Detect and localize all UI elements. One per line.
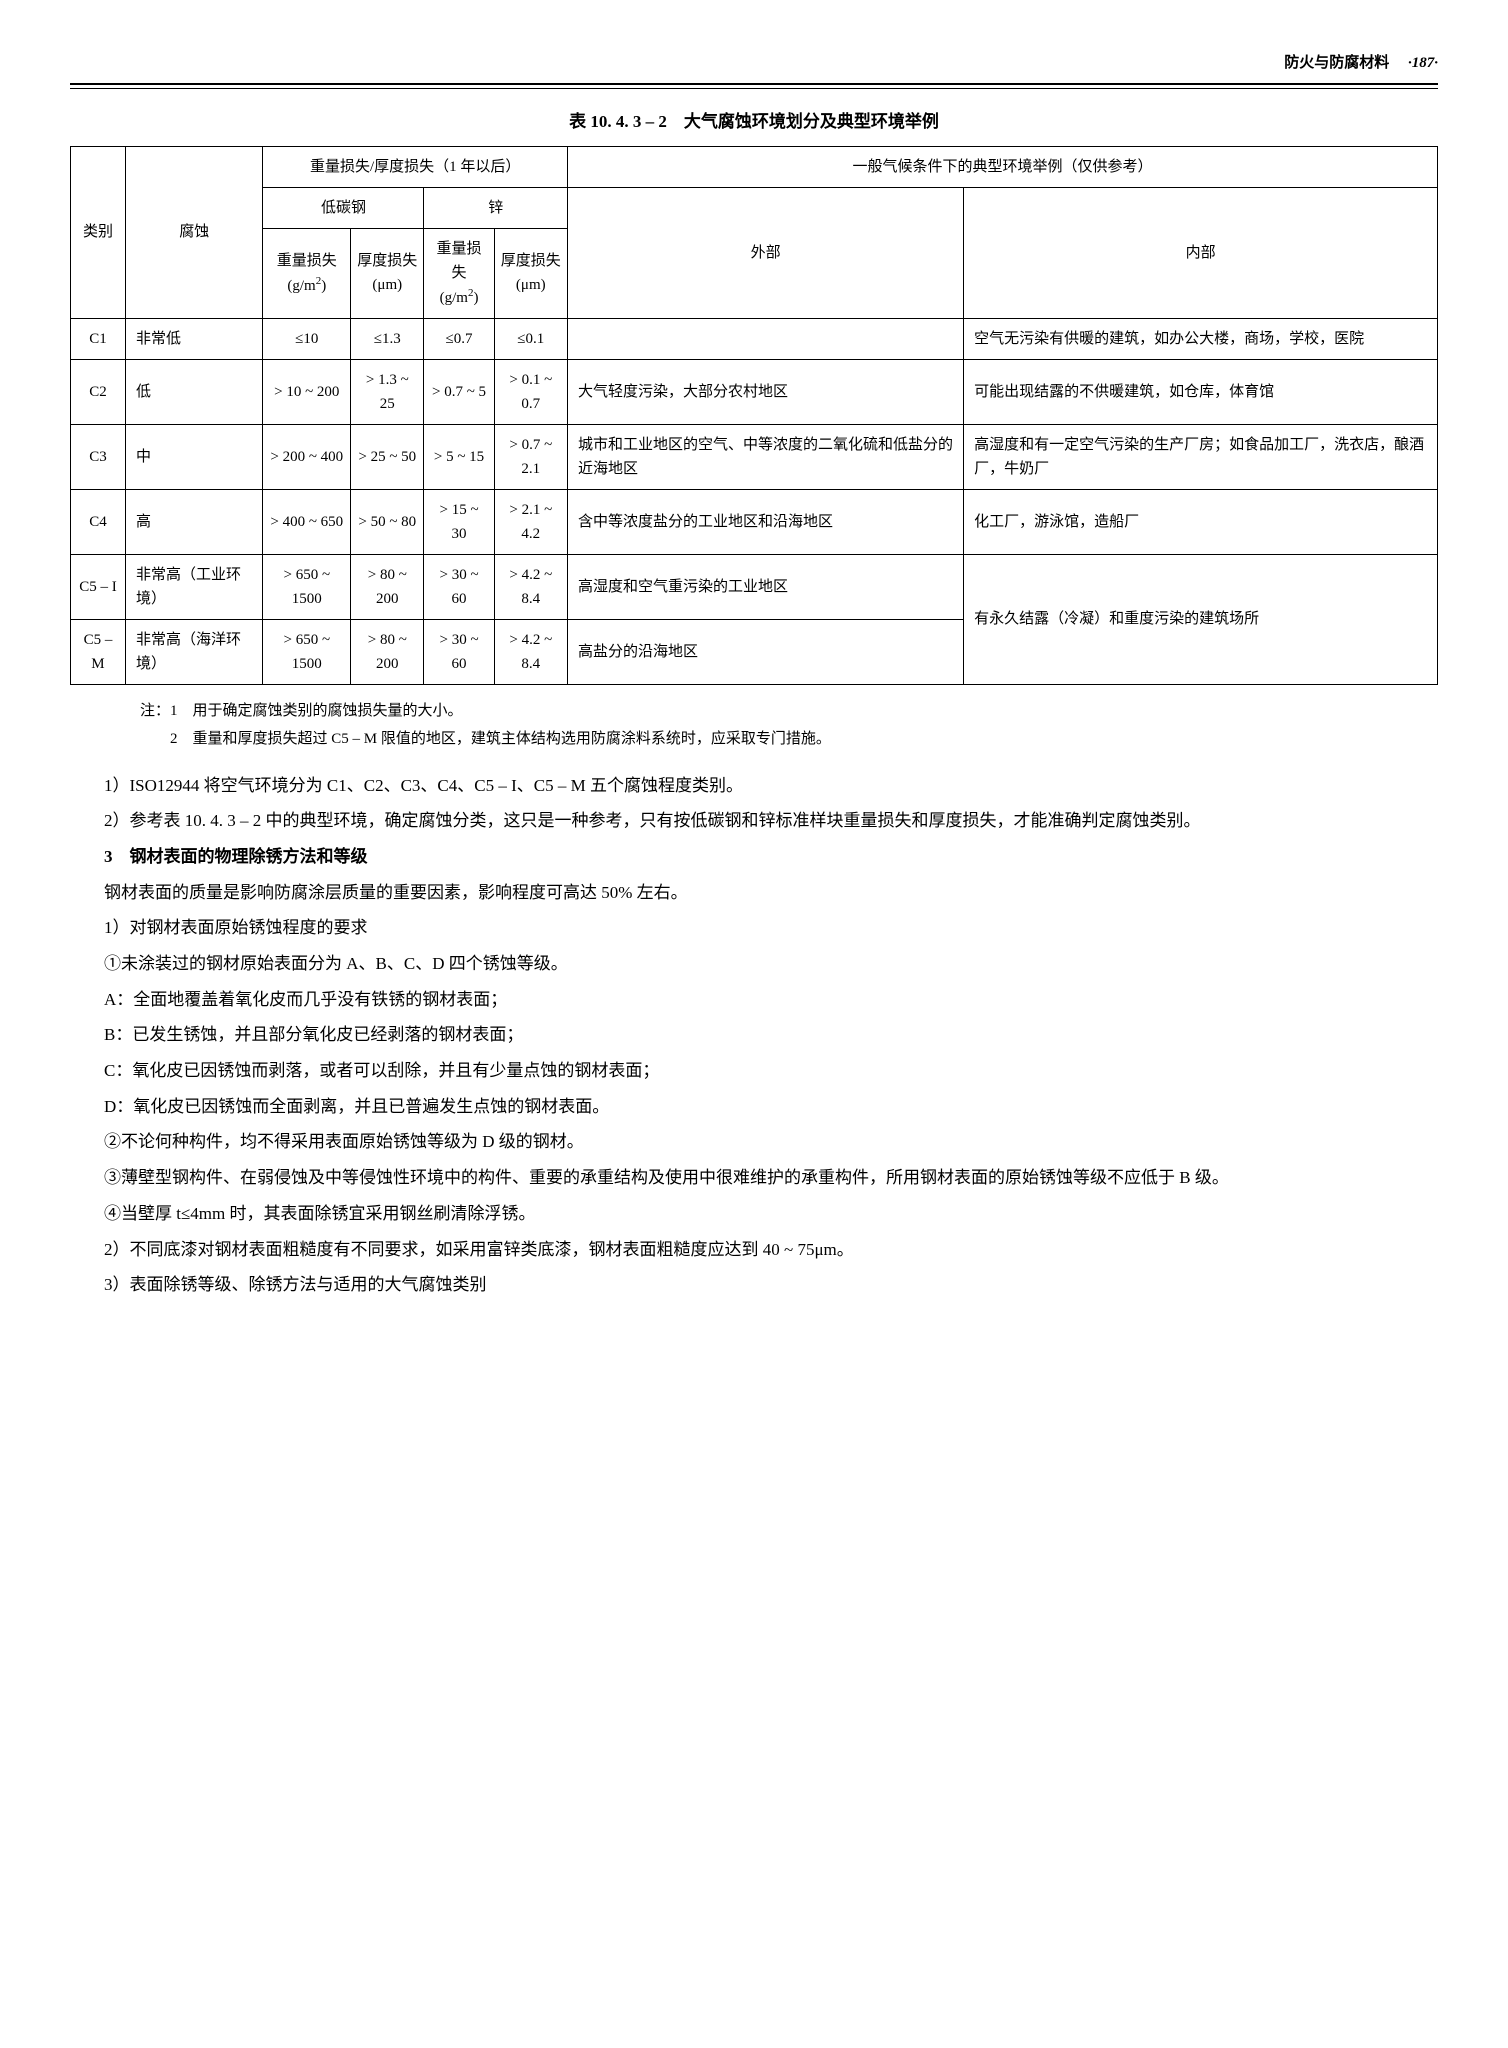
para: 1）ISO12944 将空气环境分为 C1、C2、C3、C4、C5 – I、C5… [70, 768, 1438, 804]
col-category: 类别 [71, 146, 126, 318]
table-row: C5 – I非常高（工业环境）> 650 ~ 1500> 80 ~ 200> 3… [71, 554, 1438, 619]
para: ①未涂装过的钢材原始表面分为 A、B、C、D 四个锈蚀等级。 [70, 946, 1438, 982]
corrosion-table: 类别 腐蚀 重量损失/厚度损失（1 年以后） 一般气候条件下的典型环境举例（仅供… [70, 146, 1438, 685]
para: ③薄壁型钢构件、在弱侵蚀及中等侵蚀性环境中的构件、重要的承重结构及使用中很难维护… [70, 1160, 1438, 1196]
cell: > 200 ~ 400 [263, 424, 351, 489]
hdr-mass1: 重量损失(g/m2) [263, 228, 351, 318]
cell: C4 [71, 489, 126, 554]
cell: C2 [71, 359, 126, 424]
cell: > 15 ~ 30 [424, 489, 494, 554]
cell: > 5 ~ 15 [424, 424, 494, 489]
cell: 非常低 [125, 318, 263, 359]
table-row: C2低> 10 ~ 200> 1.3 ~ 25> 0.7 ~ 5> 0.1 ~ … [71, 359, 1438, 424]
cell: > 0.7 ~ 5 [424, 359, 494, 424]
cell: C3 [71, 424, 126, 489]
para: ②不论何种构件，均不得采用表面原始锈蚀等级为 D 级的钢材。 [70, 1124, 1438, 1160]
para: B：已发生锈蚀，并且部分氧化皮已经剥落的钢材表面； [70, 1017, 1438, 1053]
section-title: 防火与防腐材料 [1284, 55, 1389, 71]
hdr-depth1: 厚度损失(μm) [351, 228, 424, 318]
cell-inside: 有永久结露（冷凝）和重度污染的建筑场所 [964, 554, 1438, 684]
cell: > 30 ~ 60 [424, 554, 494, 619]
cell: > 1.3 ~ 25 [351, 359, 424, 424]
table-notes: 注：1 用于确定腐蚀类别的腐蚀损失量的大小。 2 重量和厚度损失超过 C5 – … [140, 697, 1438, 754]
col-corrosion: 腐蚀 [125, 146, 263, 318]
cell: > 30 ~ 60 [424, 619, 494, 684]
cell: 低 [125, 359, 263, 424]
para: C：氧化皮已因锈蚀而剥落，或者可以刮除，并且有少量点蚀的钢材表面； [70, 1053, 1438, 1089]
cell: 非常高（海洋环境） [125, 619, 263, 684]
cell: > 400 ~ 650 [263, 489, 351, 554]
table-row: C3中> 200 ~ 400> 25 ~ 50> 5 ~ 15> 0.7 ~ 2… [71, 424, 1438, 489]
cell-inside: 可能出现结露的不供暖建筑，如仓库，体育馆 [964, 359, 1438, 424]
cell: ≤0.7 [424, 318, 494, 359]
para: 钢材表面的质量是影响防腐涂层质量的重要因素，影响程度可高达 50% 左右。 [70, 875, 1438, 911]
para: D：氧化皮已因锈蚀而全面剥离，并且已普遍发生点蚀的钢材表面。 [70, 1089, 1438, 1125]
cell-outside [567, 318, 963, 359]
cell: > 4.2 ~ 8.4 [494, 619, 567, 684]
cell-outside: 大气轻度污染，大部分农村地区 [567, 359, 963, 424]
col-zinc: 锌 [424, 187, 568, 228]
cell: C5 – I [71, 554, 126, 619]
cell: > 80 ~ 200 [351, 619, 424, 684]
cell: > 0.1 ~ 0.7 [494, 359, 567, 424]
cell: 高 [125, 489, 263, 554]
hdr-depth2: 厚度损失(μm) [494, 228, 567, 318]
rule-heavy [70, 83, 1438, 85]
cell: ≤0.1 [494, 318, 567, 359]
table-title: 表 10. 4. 3 – 2 大气腐蚀环境划分及典型环境举例 [70, 107, 1438, 138]
col-massloss: 重量损失/厚度损失（1 年以后） [263, 146, 568, 187]
cell: 非常高（工业环境） [125, 554, 263, 619]
cell-inside: 高湿度和有一定空气污染的生产厂房；如食品加工厂，洗衣店，酿酒厂，牛奶厂 [964, 424, 1438, 489]
col-outside: 外部 [567, 187, 963, 318]
para: ④当壁厚 t≤4mm 时，其表面除锈宜采用钢丝刷清除浮锈。 [70, 1196, 1438, 1232]
col-typical: 一般气候条件下的典型环境举例（仅供参考） [567, 146, 1437, 187]
heading: 3 钢材表面的物理除锈方法和等级 [70, 839, 1438, 875]
cell: 中 [125, 424, 263, 489]
cell-outside: 城市和工业地区的空气、中等浓度的二氧化硫和低盐分的近海地区 [567, 424, 963, 489]
cell-outside: 含中等浓度盐分的工业地区和沿海地区 [567, 489, 963, 554]
table-row: C1非常低≤10≤1.3≤0.7≤0.1 空气无污染有供暖的建筑，如办公大楼，商场… [71, 318, 1438, 359]
para: 2）不同底漆对钢材表面粗糙度有不同要求，如采用富锌类底漆，钢材表面粗糙度应达到 … [70, 1232, 1438, 1268]
col-lowcarbon: 低碳钢 [263, 187, 424, 228]
cell: > 25 ~ 50 [351, 424, 424, 489]
col-inside: 内部 [964, 187, 1438, 318]
hdr-mass2: 重量损失(g/m2) [424, 228, 494, 318]
cell: > 2.1 ~ 4.2 [494, 489, 567, 554]
cell: > 650 ~ 1500 [263, 619, 351, 684]
cell: > 4.2 ~ 8.4 [494, 554, 567, 619]
cell-inside: 化工厂，游泳馆，造船厂 [964, 489, 1438, 554]
page-header: 防火与防腐材料 ·187· [70, 50, 1438, 77]
cell: C5 – M [71, 619, 126, 684]
cell-outside: 高湿度和空气重污染的工业地区 [567, 554, 963, 619]
cell: > 650 ~ 1500 [263, 554, 351, 619]
cell: ≤1.3 [351, 318, 424, 359]
cell: > 80 ~ 200 [351, 554, 424, 619]
para: 1）对钢材表面原始锈蚀程度的要求 [70, 910, 1438, 946]
cell: > 10 ~ 200 [263, 359, 351, 424]
para: 3）表面除锈等级、除锈方法与适用的大气腐蚀类别 [70, 1267, 1438, 1303]
cell: > 0.7 ~ 2.1 [494, 424, 567, 489]
cell: ≤10 [263, 318, 351, 359]
cell-inside: 空气无污染有供暖的建筑，如办公大楼，商场，学校，医院 [964, 318, 1438, 359]
rule-light [70, 88, 1438, 89]
cell: > 50 ~ 80 [351, 489, 424, 554]
cell-outside: 高盐分的沿海地区 [567, 619, 963, 684]
table-row: C4高> 400 ~ 650> 50 ~ 80> 15 ~ 30> 2.1 ~ … [71, 489, 1438, 554]
cell: C1 [71, 318, 126, 359]
para: A：全面地覆盖着氧化皮而几乎没有铁锈的钢材表面； [70, 982, 1438, 1018]
body-text: 1）ISO12944 将空气环境分为 C1、C2、C3、C4、C5 – I、C5… [70, 768, 1438, 1303]
para: 2）参考表 10. 4. 3 – 2 中的典型环境，确定腐蚀分类，这只是一种参考… [70, 803, 1438, 839]
